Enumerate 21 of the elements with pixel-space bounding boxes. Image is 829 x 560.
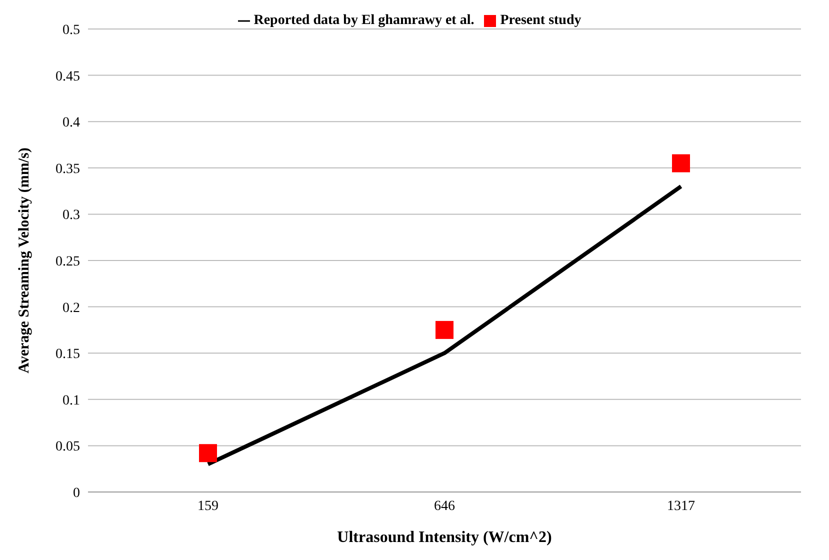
x-tick-label: 159 [198,498,218,514]
y-tick-label: 0.05 [56,440,80,455]
point [672,154,690,172]
y-tick-label: 0.4 [62,116,80,131]
point [199,444,217,462]
y-tick-label: 0.5 [62,22,80,38]
x-tick-label: 646 [434,498,455,514]
y-tick-label: 0.35 [56,162,80,177]
y-tick-label: 0 [73,486,80,501]
y-tick-label: 0.25 [56,254,80,270]
x-tick-label: 1317 [667,498,695,514]
y-tick-label: 0.15 [56,347,80,362]
legend-label: Reported data by El ghamrawy et al. [254,13,474,28]
point [436,320,454,339]
legend-label: Present study [500,13,582,28]
x-axis-title: Ultrasound Intensity (W/cm^2) [337,529,552,546]
y-axis-title: Average Streaming Velocity (mm/s) [16,148,32,374]
y-tick-label: 0.45 [56,69,80,84]
y-tick-label: 0.3 [62,208,80,224]
y-tick-label: 0.2 [62,300,80,316]
y-tick-label: 0.1 [62,393,80,408]
